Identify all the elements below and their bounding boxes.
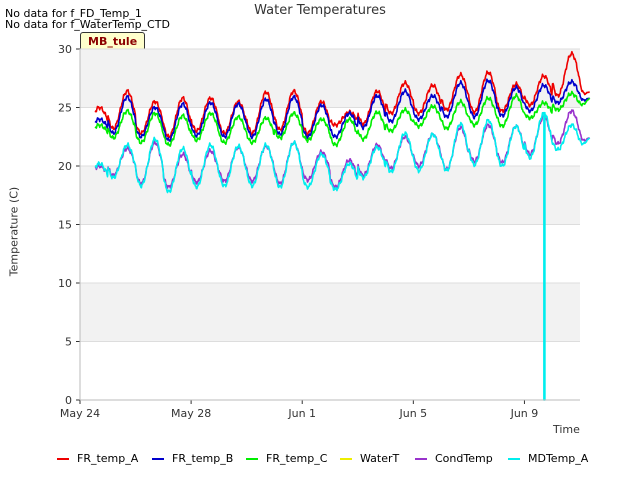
y-tick-label: 20 xyxy=(58,160,72,173)
legend-item-condtemp: CondTemp xyxy=(415,452,493,465)
legend-label: FR_temp_B xyxy=(172,452,234,465)
legend-swatch xyxy=(246,458,258,460)
legend-swatch xyxy=(57,458,69,460)
legend-item-watert: WaterT xyxy=(340,452,399,465)
y-tick-label: 10 xyxy=(58,277,72,290)
legend-swatch xyxy=(152,458,164,460)
y-axis-label: Temperature (C) xyxy=(7,186,21,277)
legend-swatch xyxy=(340,458,352,460)
legend-item-mdtemp-a: MDTemp_A xyxy=(508,452,588,465)
series-line-fr-temp-b xyxy=(94,78,590,143)
y-tick-label: 5 xyxy=(65,336,72,349)
chart-title: Water Temperatures xyxy=(254,3,386,18)
x-tick-label: May 28 xyxy=(171,407,211,420)
plot-band xyxy=(80,49,580,108)
legend-label: FR_temp_C xyxy=(266,452,328,465)
legend-label: FR_temp_A xyxy=(77,452,139,465)
x-tick-label: Jun 9 xyxy=(510,407,539,420)
x-tick-label: Jun 1 xyxy=(287,407,316,420)
series-line-mdtemp-a xyxy=(94,111,591,401)
legend-item-fr-temp-c: FR_temp_C xyxy=(246,452,327,465)
plot-band xyxy=(80,224,580,283)
y-tick-label: 30 xyxy=(58,43,72,56)
no-data-note-1: No data for f_FD_Temp_1 xyxy=(5,7,142,20)
plot-band xyxy=(80,341,580,400)
legend-item-fr-temp-b: FR_temp_B xyxy=(152,452,233,465)
series-line-fr-temp-c xyxy=(94,90,591,148)
y-tick-label: 25 xyxy=(58,102,72,115)
series-line-condtemp xyxy=(94,109,590,189)
x-axis-label: Time xyxy=(553,423,580,436)
x-tick-label: Jun 5 xyxy=(398,407,427,420)
x-tick-label: May 24 xyxy=(60,407,100,420)
legend-swatch xyxy=(415,458,427,460)
legend-label: CondTemp xyxy=(435,452,493,465)
legend-label: MDTemp_A xyxy=(528,452,589,465)
legend-swatch xyxy=(508,458,520,460)
legend-item-fr-temp-a: FR_temp_A xyxy=(57,452,138,465)
y-tick-label: 0 xyxy=(65,394,72,407)
no-data-note-2: No data for f_WaterTemp_CTD xyxy=(5,18,170,31)
y-tick-label: 15 xyxy=(58,219,72,232)
legend: FR_temp_A FR_temp_B FR_temp_C WaterT CondTem… xyxy=(0,452,640,470)
series-line-fr-temp-a xyxy=(94,50,590,139)
plot-band xyxy=(80,283,580,342)
legend-label: WaterT xyxy=(360,452,400,465)
site-badge: MB_tule xyxy=(80,32,146,51)
